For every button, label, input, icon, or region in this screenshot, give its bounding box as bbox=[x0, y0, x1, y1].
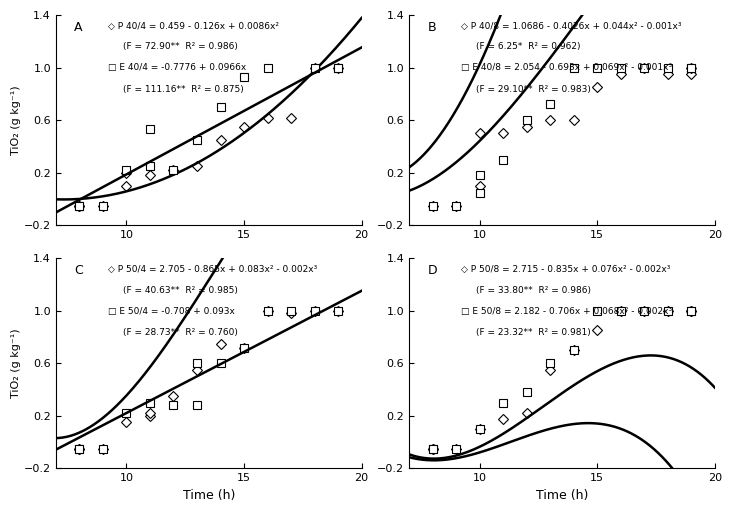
Text: □ E 50/8 = 2.182 - 0.706x + 0.068x² - 0.002x³: □ E 50/8 = 2.182 - 0.706x + 0.068x² - 0.… bbox=[461, 307, 672, 315]
Y-axis label: TiO₂ (g kg⁻¹): TiO₂ (g kg⁻¹) bbox=[11, 328, 21, 398]
Text: ◇ P 40/4 = 0.459 - 0.126x + 0.0086x²: ◇ P 40/4 = 0.459 - 0.126x + 0.0086x² bbox=[108, 22, 279, 30]
Text: (F = 6.25*  R² = 0.962): (F = 6.25* R² = 0.962) bbox=[476, 43, 581, 51]
X-axis label: Time (h): Time (h) bbox=[536, 489, 588, 502]
Text: (F = 23.32**  R² = 0.981): (F = 23.32** R² = 0.981) bbox=[476, 328, 591, 337]
Text: (F = 40.63**  R² = 0.985): (F = 40.63** R² = 0.985) bbox=[123, 286, 238, 294]
Text: ◇ P 50/8 = 2.715 - 0.835x + 0.076x² - 0.002x³: ◇ P 50/8 = 2.715 - 0.835x + 0.076x² - 0.… bbox=[461, 265, 671, 273]
Text: (F = 33.80**  R² = 0.986): (F = 33.80** R² = 0.986) bbox=[476, 286, 592, 294]
Text: (F = 72.90**  R² = 0.986): (F = 72.90** R² = 0.986) bbox=[123, 43, 238, 51]
Text: □ E 50/4 = -0.708 + 0.093x: □ E 50/4 = -0.708 + 0.093x bbox=[108, 307, 235, 315]
Text: ◇ P 40/8 = 1.0686 - 0.4026x + 0.044x² - 0.001x³: ◇ P 40/8 = 1.0686 - 0.4026x + 0.044x² - … bbox=[461, 22, 682, 30]
Text: D: D bbox=[427, 265, 437, 278]
Text: □ E 40/8 = 2.054 - 0.693x + 0.069x² - 0.001x³: □ E 40/8 = 2.054 - 0.693x + 0.069x² - 0.… bbox=[461, 64, 672, 72]
Text: C: C bbox=[74, 265, 83, 278]
Text: (F = 28.73**  R² = 0.760): (F = 28.73** R² = 0.760) bbox=[123, 328, 238, 337]
X-axis label: Time (h): Time (h) bbox=[183, 489, 235, 502]
Text: ◇ P 50/4 = 2.705 - 0.865x + 0.083x² - 0.002x³: ◇ P 50/4 = 2.705 - 0.865x + 0.083x² - 0.… bbox=[108, 265, 317, 273]
Text: A: A bbox=[74, 22, 83, 34]
Y-axis label: TiO₂ (g kg⁻¹): TiO₂ (g kg⁻¹) bbox=[11, 86, 21, 155]
Text: B: B bbox=[427, 22, 436, 34]
Text: (F = 111.16**  R² = 0.875): (F = 111.16** R² = 0.875) bbox=[123, 85, 244, 93]
Text: (F = 29.10**  R² = 0.983): (F = 29.10** R² = 0.983) bbox=[476, 85, 592, 93]
Text: □ E 40/4 = -0.7776 + 0.0966x: □ E 40/4 = -0.7776 + 0.0966x bbox=[108, 64, 246, 72]
